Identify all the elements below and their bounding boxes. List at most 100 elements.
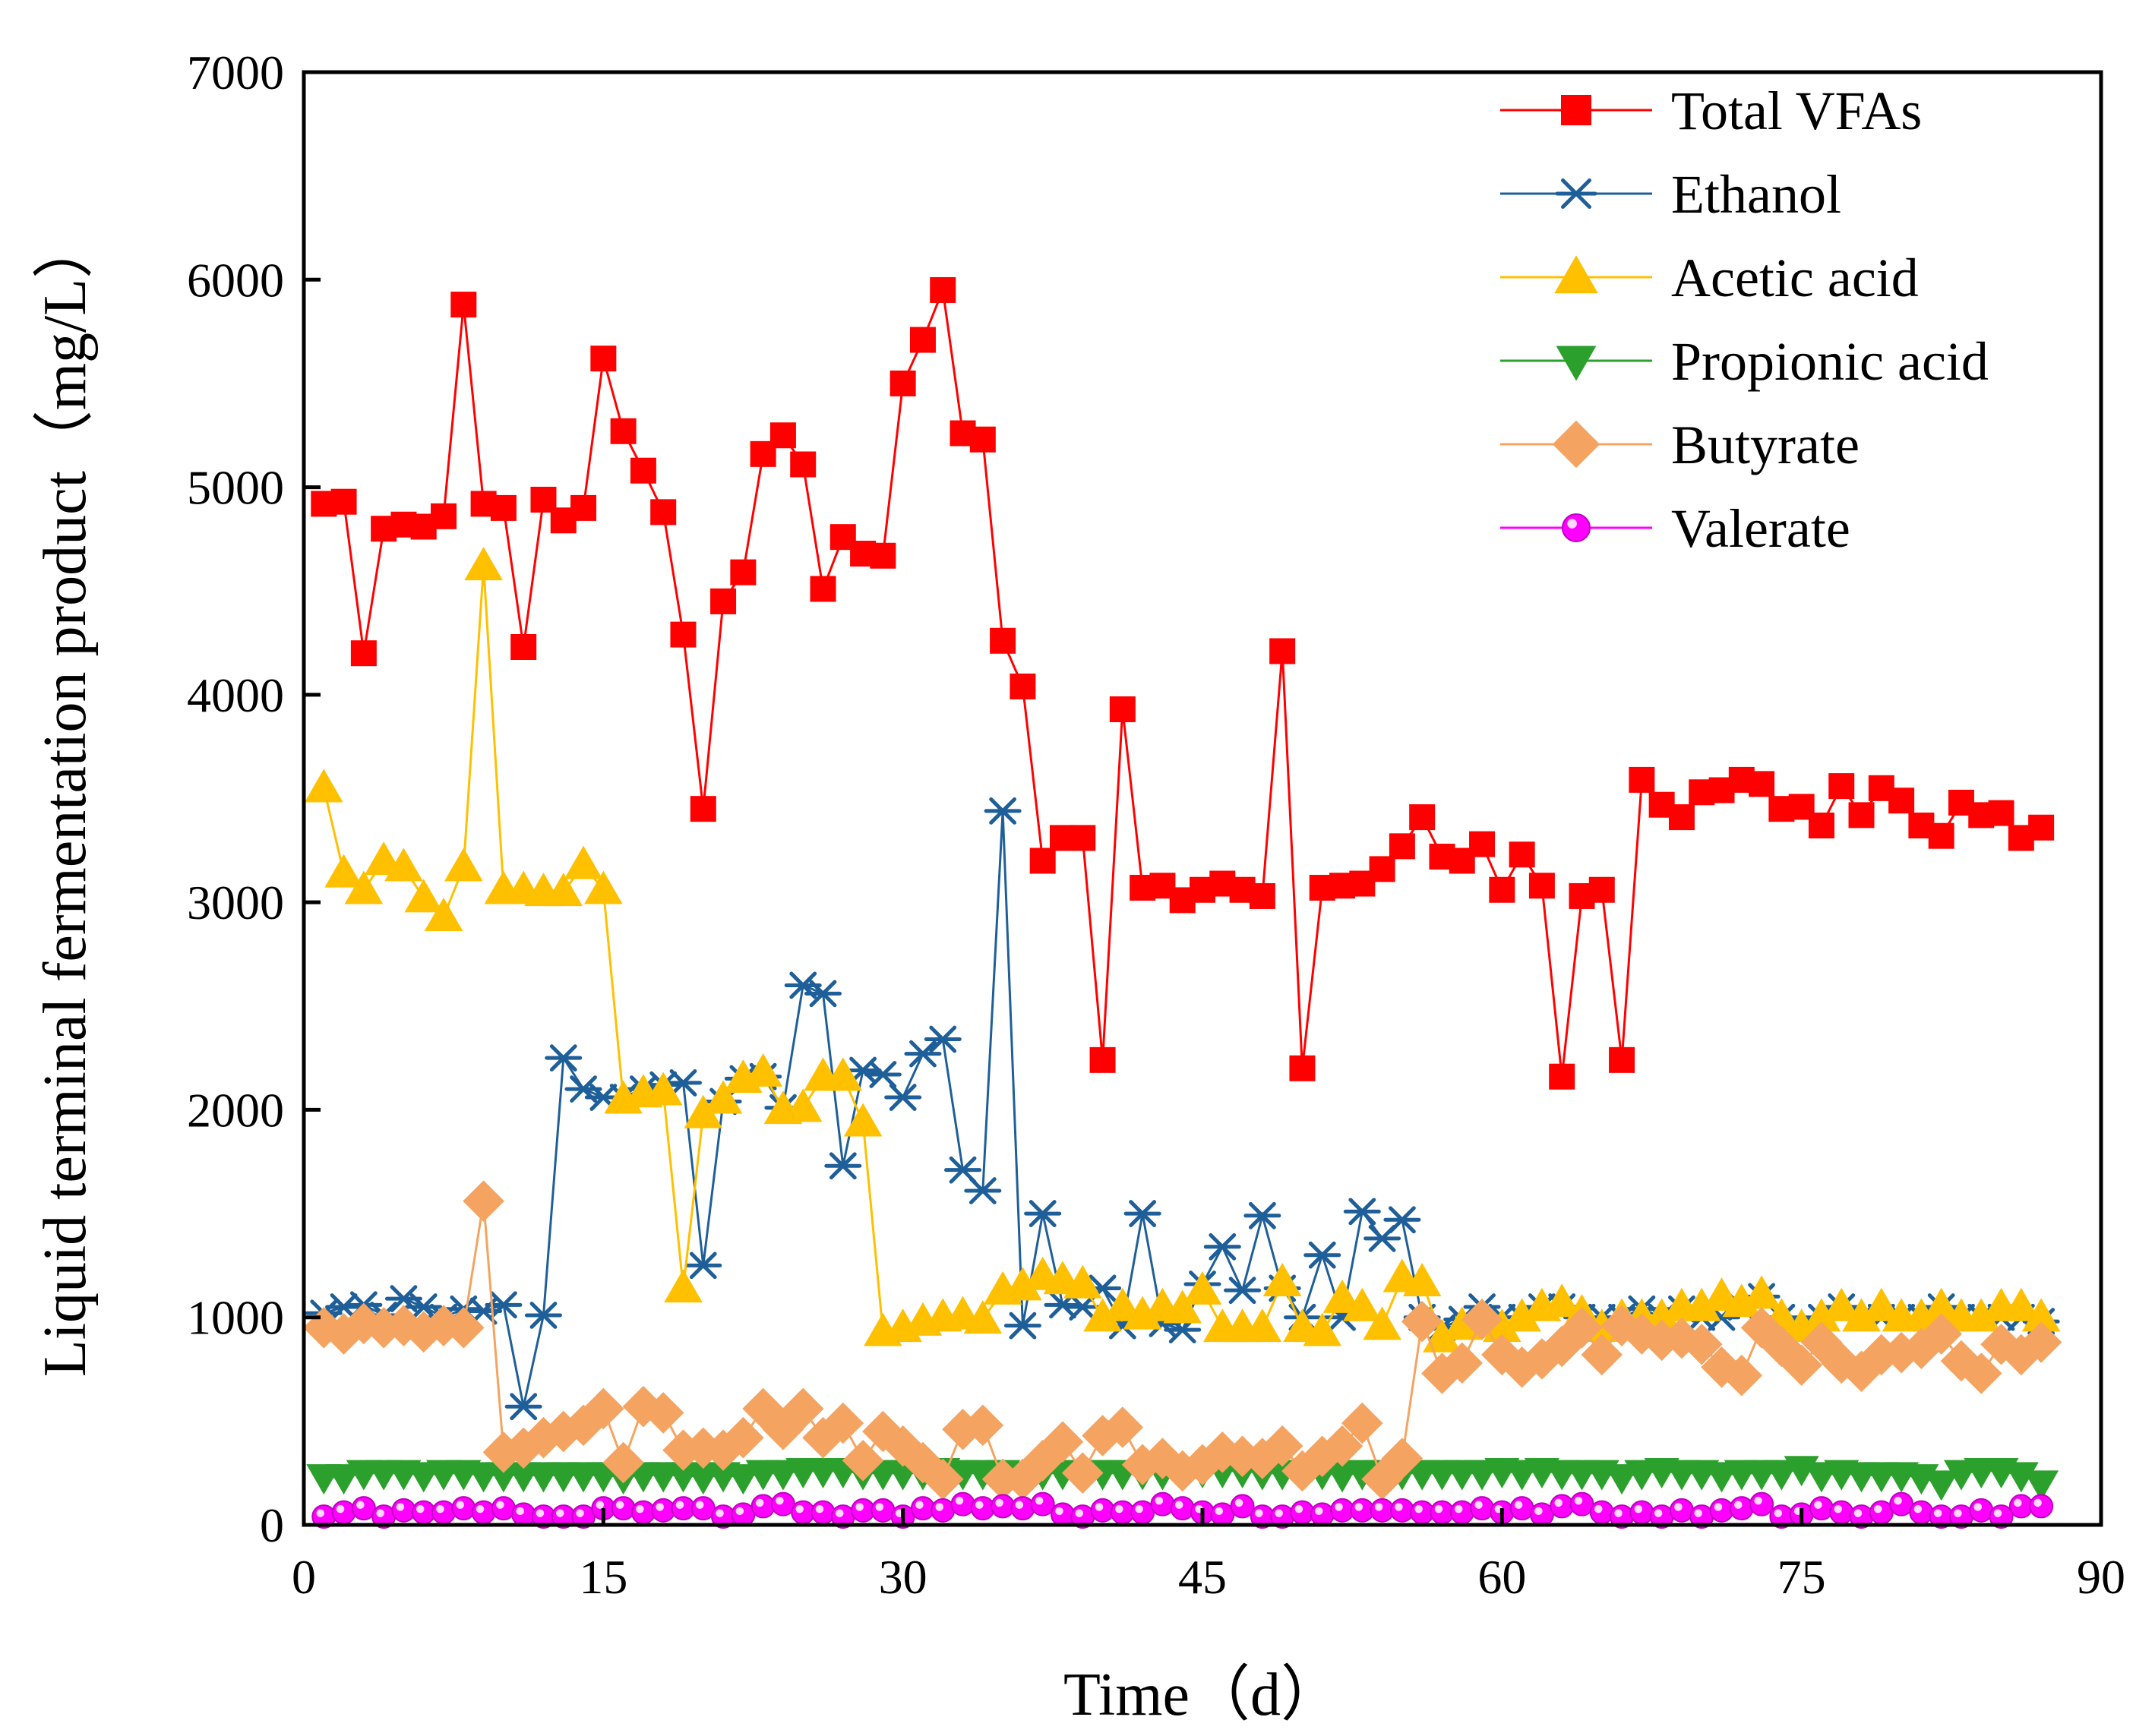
total-vfas-point bbox=[909, 327, 936, 353]
marker-highlight bbox=[1734, 1501, 1743, 1509]
acetic-acid-point bbox=[843, 1103, 883, 1137]
y-tick-label: 4000 bbox=[187, 668, 284, 722]
marker-highlight bbox=[1275, 1509, 1283, 1517]
butyrate-point bbox=[1660, 1317, 1703, 1359]
valerate-point bbox=[1449, 1500, 1474, 1525]
marker-fill bbox=[810, 1500, 836, 1525]
total-vfas-point bbox=[1010, 673, 1036, 699]
valerate-point bbox=[1749, 1491, 1774, 1517]
marker-highlight bbox=[1474, 1501, 1483, 1509]
ethanol-point bbox=[904, 1040, 942, 1068]
y-tick-label: 6000 bbox=[187, 253, 284, 307]
ethanol-point bbox=[1123, 1200, 1161, 1227]
valerate-point bbox=[750, 1494, 776, 1519]
butyrate-point bbox=[722, 1416, 764, 1459]
total-vfas-point bbox=[1808, 813, 1834, 839]
marker-highlight bbox=[1434, 1504, 1443, 1513]
total-vfas-point bbox=[1749, 771, 1775, 797]
marker-stroke bbox=[589, 1084, 618, 1111]
butyrate-point bbox=[1341, 1402, 1383, 1444]
total-vfas-point bbox=[2028, 814, 2055, 841]
valerate-point bbox=[391, 1498, 416, 1523]
marker-fill bbox=[1629, 1500, 1654, 1525]
valerate-point bbox=[1509, 1496, 1534, 1521]
ethanol-point bbox=[864, 1061, 902, 1088]
butyrate-point bbox=[1680, 1323, 1723, 1365]
ethanol-point bbox=[1383, 1206, 1421, 1234]
valerate-point bbox=[1869, 1500, 1894, 1525]
total-vfas-point bbox=[1070, 825, 1096, 851]
valerate-point bbox=[1829, 1500, 1854, 1525]
axes-layer: 0 15 30 45 60 75 90 0 1000 2000 3000 4000 5000 6000 70… bbox=[187, 46, 2125, 1604]
marker-fill bbox=[451, 1496, 476, 1521]
valerate-point bbox=[1010, 1496, 1035, 1521]
marker-highlight bbox=[696, 1501, 704, 1509]
valerate-point bbox=[1030, 1491, 1055, 1517]
ethanol-point bbox=[545, 1044, 583, 1072]
acetic-acid-point bbox=[1542, 1283, 1581, 1318]
y-tick-label: 2000 bbox=[187, 1083, 284, 1137]
butyrate-point bbox=[1721, 1354, 1763, 1397]
legend-swatch-marker bbox=[1556, 346, 1597, 381]
valerate-point bbox=[1050, 1502, 1075, 1527]
acetic-acid-point bbox=[2002, 1287, 2041, 1321]
marker-highlight bbox=[1834, 1504, 1842, 1513]
butyrate-point bbox=[1820, 1342, 1863, 1384]
ethanol-point bbox=[1343, 1198, 1381, 1226]
marker-highlight bbox=[1174, 1501, 1183, 1509]
legend-item-valerate: Valerate bbox=[1500, 498, 1850, 559]
marker-highlight bbox=[1215, 1507, 1224, 1516]
marker-highlight bbox=[1913, 1504, 1923, 1513]
butyrate-point bbox=[702, 1429, 744, 1471]
butyrate-point bbox=[962, 1404, 1004, 1447]
acetic-acid-point bbox=[1183, 1270, 1222, 1305]
butyrate-point bbox=[822, 1402, 864, 1444]
marker-fill bbox=[970, 1496, 995, 1521]
marker-stroke bbox=[1129, 1200, 1157, 1227]
butyrate-point bbox=[1960, 1353, 2002, 1394]
marker-highlight bbox=[1954, 1509, 1962, 1517]
butyrate-point bbox=[1920, 1313, 1962, 1355]
marker-fill bbox=[651, 1498, 676, 1523]
marker-highlight bbox=[356, 1501, 365, 1509]
propionic-acid-point bbox=[1604, 1464, 1640, 1495]
marker-fill bbox=[1290, 1500, 1315, 1525]
series-total-vfas bbox=[311, 276, 2055, 1090]
legend-swatch-marker bbox=[1552, 420, 1600, 469]
marker-highlight bbox=[1614, 1509, 1623, 1517]
marker-fill bbox=[1589, 1500, 1614, 1525]
acetic-acid-point bbox=[1243, 1308, 1282, 1343]
marker-fill bbox=[611, 1496, 636, 1521]
valerate-point bbox=[331, 1500, 356, 1525]
butyrate-point bbox=[1781, 1344, 1822, 1386]
acetic-acid-point bbox=[783, 1088, 823, 1122]
total-vfas-point bbox=[570, 494, 597, 521]
marker-stroke bbox=[1228, 1277, 1256, 1305]
legend-label: Propionic acid bbox=[1671, 331, 1989, 392]
valerate-point bbox=[1610, 1504, 1635, 1529]
x-tick-label: 30 bbox=[879, 1550, 927, 1604]
propionic-acid-point bbox=[2024, 1470, 2059, 1501]
acetic-acid-point bbox=[544, 873, 583, 907]
marker-fill bbox=[1090, 1498, 1115, 1523]
marker-fill bbox=[331, 1500, 356, 1525]
valerate-point bbox=[1550, 1494, 1575, 1519]
y-tick-label: 0 bbox=[260, 1498, 284, 1552]
marker-fill bbox=[431, 1500, 457, 1525]
acetic-acid-point bbox=[384, 847, 423, 882]
marker-highlight bbox=[1234, 1498, 1243, 1507]
series-layer bbox=[302, 276, 2062, 1529]
marker-highlight bbox=[755, 1498, 764, 1507]
marker-fill bbox=[1030, 1491, 1055, 1517]
total-vfas-point bbox=[1269, 638, 1296, 664]
butyrate-point bbox=[1101, 1406, 1144, 1448]
total-vfas-point bbox=[490, 494, 517, 521]
acetic-acid-point bbox=[643, 1072, 683, 1106]
valerate-point bbox=[1709, 1498, 1734, 1523]
valerate-point bbox=[1729, 1496, 1754, 1521]
acetic-acid-point bbox=[444, 847, 483, 882]
valerate-point bbox=[1389, 1498, 1414, 1523]
marker-fill bbox=[750, 1494, 776, 1519]
acetic-acid-point bbox=[1423, 1318, 1461, 1353]
